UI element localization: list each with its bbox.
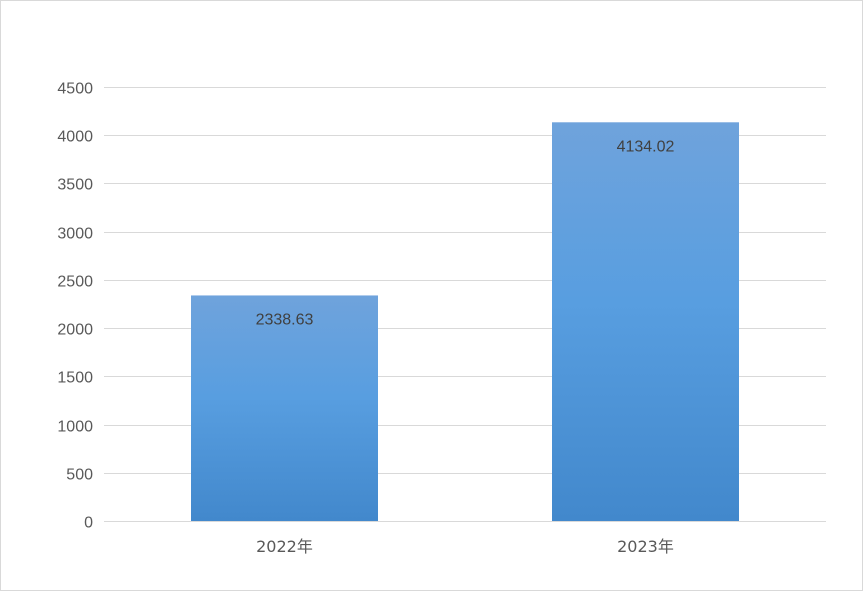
y-tick-label: 2500 bbox=[57, 274, 93, 291]
x-tick-label: 2022年 bbox=[256, 537, 313, 556]
data-label: 2338.63 bbox=[256, 311, 314, 328]
y-tick-label: 3000 bbox=[57, 226, 93, 243]
y-tick-label: 2000 bbox=[57, 322, 93, 339]
x-axis-category-labels: 2022年 2023年 bbox=[256, 537, 674, 556]
bar-2022年 bbox=[191, 295, 378, 521]
data-labels: 2338.63 4134.02 bbox=[256, 138, 675, 328]
y-tick-label: 4000 bbox=[57, 129, 93, 146]
x-tick-label: 2023年 bbox=[617, 537, 674, 556]
y-axis-tick-labels: 0 500 1000 1500 2000 2500 3000 3500 4000 4500 bbox=[57, 81, 93, 532]
y-tick-label: 500 bbox=[66, 467, 93, 484]
bars bbox=[191, 122, 739, 521]
y-tick-label: 1000 bbox=[57, 419, 93, 436]
y-tick-label: 3500 bbox=[57, 177, 93, 194]
y-tick-label: 0 bbox=[84, 515, 93, 532]
y-tick-label: 1500 bbox=[57, 370, 93, 387]
bar-2023年 bbox=[552, 122, 739, 521]
data-label: 4134.02 bbox=[617, 138, 675, 155]
y-tick-label: 4500 bbox=[57, 81, 93, 98]
